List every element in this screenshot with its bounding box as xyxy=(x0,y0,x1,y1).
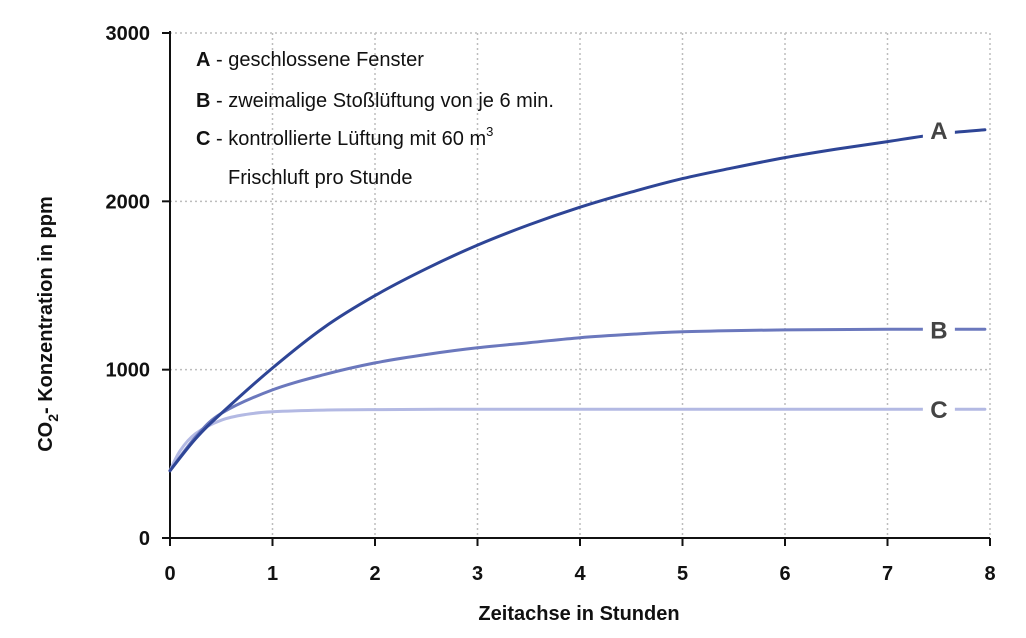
end-label-bg-c xyxy=(922,396,955,425)
end-label-b: B xyxy=(930,317,947,344)
grid-lines xyxy=(170,32,991,538)
legend: A - geschlossene Fenster B - zweimalige … xyxy=(196,49,554,189)
end-label-bg-a xyxy=(922,116,955,145)
x-tick-label-6: 6 xyxy=(779,563,790,585)
x-tick-label-8: 8 xyxy=(984,563,995,585)
end-label-bg-b xyxy=(922,316,955,345)
y-axis-title-subscript: 2 xyxy=(45,414,61,422)
series-line-b xyxy=(168,327,987,473)
x-tick-label-3: 3 xyxy=(472,563,483,585)
x-tick-label-2: 2 xyxy=(369,563,380,585)
legend-item-c-continuation: Frischluft pro Stunde xyxy=(228,167,413,189)
legend-text-c: - kontrollierte Lüftung mit 60 m xyxy=(210,128,486,150)
y-axis-title-suffix: - Konzentration in ppm xyxy=(35,196,57,414)
y-tick-label-3000: 3000 xyxy=(106,23,151,45)
legend-text-b: - zweimalige Stoßlüftung von je 6 min. xyxy=(210,90,554,112)
x-tick-label-1: 1 xyxy=(267,563,278,585)
legend-key-b: B xyxy=(196,90,210,112)
legend-text-a: - geschlossene Fenster xyxy=(210,49,424,71)
x-tick-label-0: 0 xyxy=(164,563,175,585)
y-axis-title-prefix: CO xyxy=(35,422,57,452)
legend-key-c: C xyxy=(196,128,210,150)
end-label-c: C xyxy=(930,397,947,424)
series-line-a xyxy=(168,128,987,473)
x-tick-label-7: 7 xyxy=(882,563,893,585)
series-lines xyxy=(168,128,987,473)
series-end-labels: A B C xyxy=(922,116,955,425)
axes xyxy=(162,31,991,546)
y-tick-label-0: 0 xyxy=(139,528,150,550)
x-tick-label-4: 4 xyxy=(574,563,586,585)
y-axis-title: CO2- Konzentration in ppm xyxy=(35,196,61,452)
end-label-a: A xyxy=(930,118,947,145)
tick-labels: 0 1 2 3 4 5 6 7 8 0 1000 2000 3000 xyxy=(106,23,996,585)
legend-item-c: C - kontrollierte Lüftung mit 60 m3 xyxy=(196,124,493,150)
legend-item-a: A - geschlossene Fenster xyxy=(196,49,424,71)
x-tick-label-5: 5 xyxy=(677,563,688,585)
y-tick-label-2000: 2000 xyxy=(106,191,151,213)
x-axis-title: Zeitachse in Stunden xyxy=(478,603,679,625)
series-line-c xyxy=(168,407,987,473)
legend-item-b: B - zweimalige Stoßlüftung von je 6 min. xyxy=(196,90,554,112)
legend-key-a: A xyxy=(196,49,210,71)
y-tick-label-1000: 1000 xyxy=(106,360,151,382)
legend-sup-c: 3 xyxy=(486,124,493,139)
